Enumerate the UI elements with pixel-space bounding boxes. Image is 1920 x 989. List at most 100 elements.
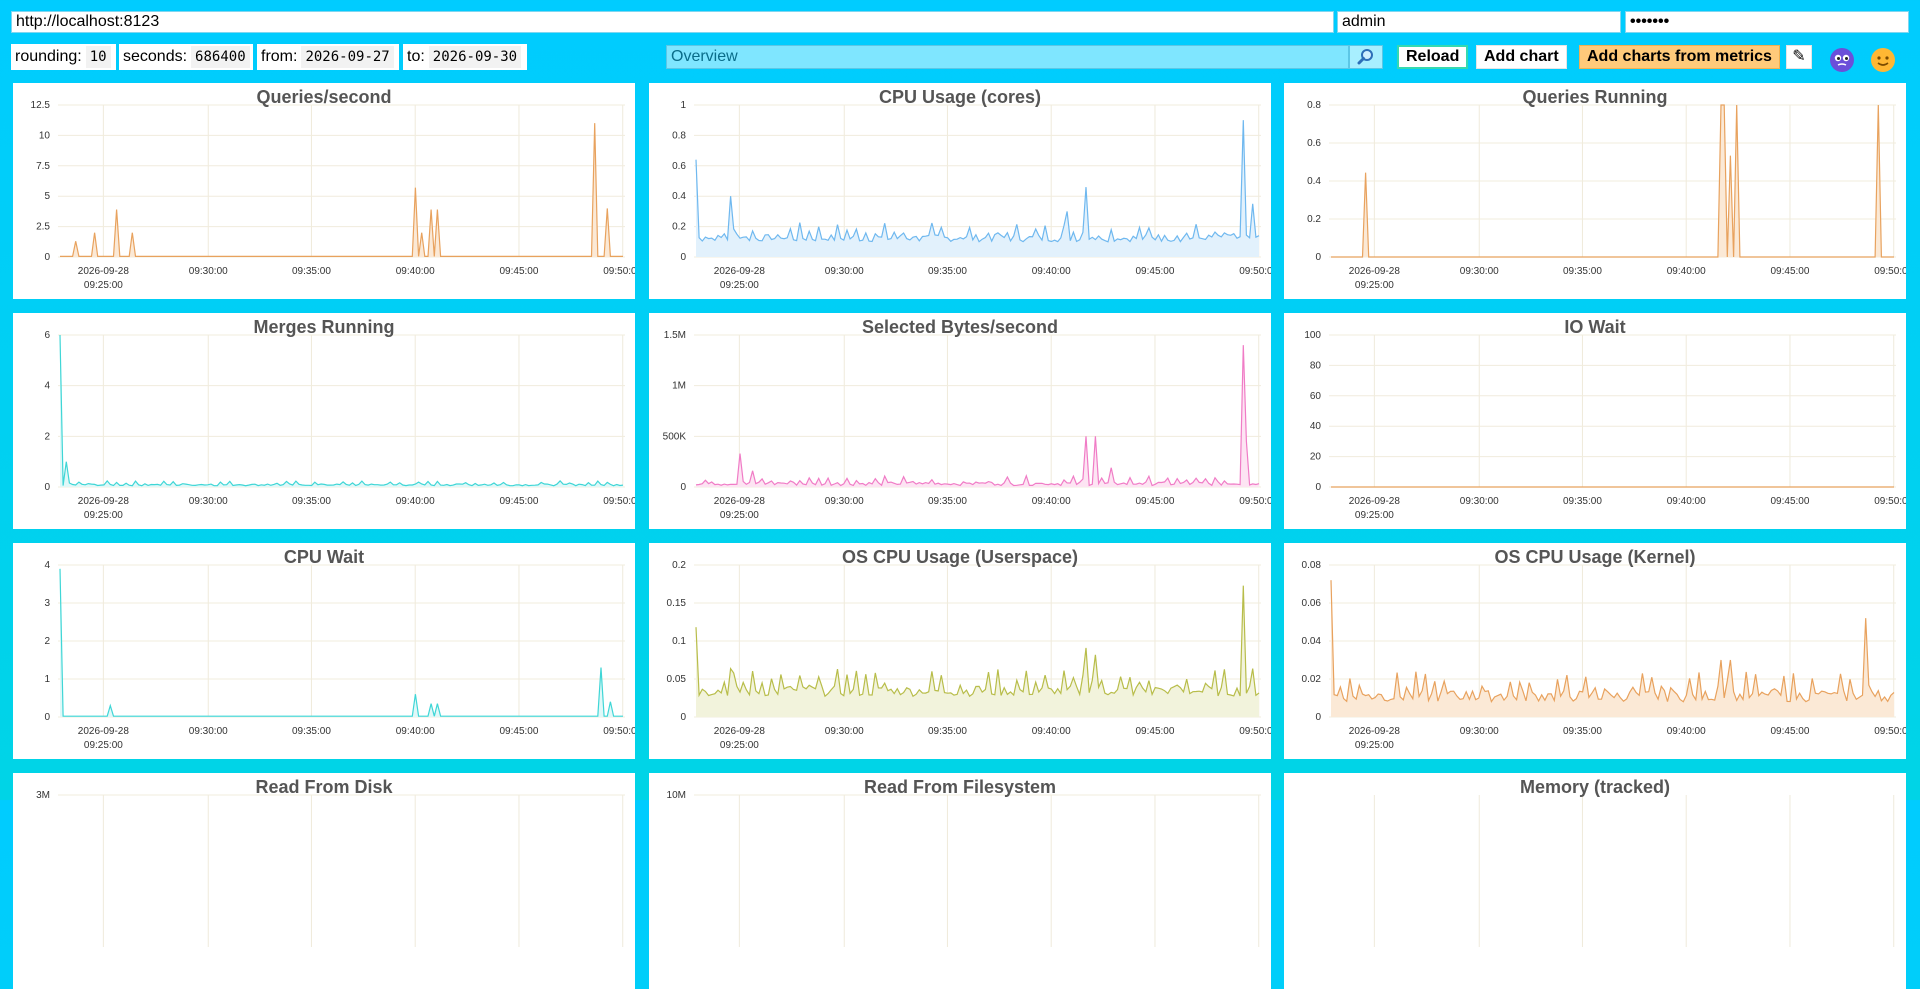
password-input[interactable] xyxy=(1625,11,1909,33)
chart-plot: 0 0.2 0.4 0.6 0.8 2026-09-28 09:25:00 09:30:00 0… xyxy=(1307,100,1906,291)
y-tick-label: 1 xyxy=(44,674,50,685)
x-tick-label: 2026-09-28 xyxy=(1349,266,1401,277)
chart-card[interactable]: 0 2 4 6 2026-09-28 09:25:00 09:30:00 09:35:00 09… xyxy=(13,313,635,529)
x-tick-label: 09:50:00 xyxy=(603,726,635,737)
series-line xyxy=(59,568,623,717)
url-input[interactable] xyxy=(11,11,1334,33)
x-tick-label: 09:35:00 xyxy=(928,726,967,737)
x-tick-label: 09:45:00 xyxy=(500,266,539,277)
x-tick-label: 09:40:00 xyxy=(1667,266,1706,277)
series-area xyxy=(60,123,623,257)
from-param: from: 2026-09-27 xyxy=(257,44,399,70)
y-tick-label: 0 xyxy=(680,712,686,723)
chart-card[interactable]: 3M Read From Disk xyxy=(13,773,635,989)
reload-button[interactable]: Reload xyxy=(1397,45,1469,69)
y-tick-label: 60 xyxy=(1310,391,1322,402)
x-tick-label: 09:50:00 xyxy=(603,496,635,507)
y-tick-label: 0.6 xyxy=(672,161,686,172)
x-tick-label: 09:45:00 xyxy=(500,726,539,737)
y-tick-label: 0.4 xyxy=(672,191,686,202)
chart-card[interactable]: 0 0.05 0.1 0.15 0.2 2026-09-28 09:25:00 09:30:0… xyxy=(649,543,1271,759)
y-tick-label: 0.6 xyxy=(1307,138,1321,149)
y-tick-label: 5 xyxy=(44,191,50,202)
x-tick-label: 09:40:00 xyxy=(1667,726,1706,737)
y-tick-label: 0.04 xyxy=(1302,636,1322,647)
chart-plot: 0 0.2 0.4 0.6 0.8 1 2026-09-28 09:25:00 09:30:00… xyxy=(672,100,1271,291)
series-line xyxy=(1331,104,1894,258)
chart-title: Read From Disk xyxy=(255,777,393,797)
series-area xyxy=(60,568,623,717)
chart-card[interactable]: 0 500K 1M 1.5M 2026-09-28 09:25:00 09:30:00 09:… xyxy=(649,313,1271,529)
x-tick-label: 09:35:00 xyxy=(1563,266,1602,277)
add-chart-button[interactable]: Add chart xyxy=(1476,45,1567,69)
rounding-label: rounding: xyxy=(15,48,82,65)
y-tick-label: 0.2 xyxy=(672,560,686,571)
chart-title: CPU Usage (cores) xyxy=(878,87,1042,107)
y-tick-label: 0 xyxy=(680,482,686,493)
x-tick-label: 09:40:00 xyxy=(396,266,435,277)
chart-title: OS CPU Usage (Userspace) xyxy=(841,547,1079,567)
series-line xyxy=(1330,580,1895,703)
x-tick-label: 09:40:00 xyxy=(1032,496,1071,507)
series-area xyxy=(60,335,623,487)
to-param: to: 2026-09-30 xyxy=(403,44,527,70)
rounding-param: rounding: 10 xyxy=(11,44,116,70)
x-tick-label: 09:40:00 xyxy=(396,496,435,507)
chart-title: Merges Running xyxy=(253,317,395,337)
x-tick-label: 09:45:00 xyxy=(500,496,539,507)
chart-card[interactable]: 0 0.2 0.4 0.6 0.8 1 2026-09-28 09:25:00 09:30:00… xyxy=(649,83,1271,299)
chart-card[interactable]: 0 0.2 0.4 0.6 0.8 2026-09-28 09:25:00 09:30:00 0… xyxy=(1284,83,1906,299)
add-charts-from-metrics-button[interactable]: Add charts from metrics xyxy=(1579,45,1780,69)
chart-plot: 0 0.02 0.04 0.06 0.08 2026-09-28 09:25:00 09:30… xyxy=(1302,560,1906,751)
dark-theme-icon[interactable] xyxy=(1830,48,1854,72)
edit-button[interactable]: ✎ xyxy=(1786,45,1812,69)
to-input[interactable]: 2026-09-30 xyxy=(428,46,522,68)
y-tick-label: 100 xyxy=(1304,330,1321,341)
chart-card[interactable]: Memory (tracked) xyxy=(1284,773,1906,989)
x-tick-label: 09:35:00 xyxy=(1563,496,1602,507)
chart-card[interactable]: 10M Read From Filesystem xyxy=(649,773,1271,989)
x-tick-label: 2026-09-28 xyxy=(1349,496,1401,507)
light-theme-icon[interactable] xyxy=(1871,48,1895,72)
chart-card[interactable]: 0 2.5 5 7.5 10 12.5 2026-09-28 09:25:00 09:30:00… xyxy=(13,83,635,299)
from-input[interactable]: 2026-09-27 xyxy=(301,46,394,68)
y-tick-label: 0 xyxy=(44,712,50,723)
chart-plot: 0 500K 1M 1.5M 2026-09-28 09:25:00 09:30:00 09:… xyxy=(663,330,1271,521)
y-tick-label: 0.15 xyxy=(667,598,687,609)
x-tick-label: 09:30:00 xyxy=(825,266,864,277)
seconds-input[interactable]: 686400 xyxy=(191,46,250,68)
y-tick-label: 0 xyxy=(1315,712,1321,723)
chart-title: CPU Wait xyxy=(283,547,365,567)
y-tick-label: 1M xyxy=(672,381,686,392)
chart-card[interactable]: 0 20 40 60 80 100 2026-09-28 09:25:00 09:30:00 09… xyxy=(1284,313,1906,529)
chart-plot: 10M xyxy=(667,790,1261,947)
y-tick-label: 2 xyxy=(44,636,50,647)
seconds-param: seconds: 686400 xyxy=(119,44,253,70)
chart-title: OS CPU Usage (Kernel) xyxy=(1494,547,1696,567)
y-tick-label: 0 xyxy=(680,252,686,263)
series-line xyxy=(59,334,624,487)
x-tick-label: 09:35:00 xyxy=(292,496,331,507)
y-tick-label: 2 xyxy=(44,431,50,442)
search-input[interactable] xyxy=(666,45,1349,69)
chart-title: Queries Running xyxy=(1522,87,1668,107)
chart-card[interactable]: 0 0.02 0.04 0.06 0.08 2026-09-28 09:25:00 09:30… xyxy=(1284,543,1906,759)
rounding-input[interactable]: 10 xyxy=(85,46,111,68)
y-tick-label: 0.2 xyxy=(672,222,686,233)
user-input[interactable] xyxy=(1337,11,1621,33)
series-line xyxy=(60,123,623,257)
x-tick-label: 09:35:00 xyxy=(928,266,967,277)
x-tick-sublabel: 09:25:00 xyxy=(720,280,759,291)
x-tick-label: 09:35:00 xyxy=(928,496,967,507)
search-button[interactable] xyxy=(1349,45,1383,69)
x-tick-label: 09:30:00 xyxy=(825,726,864,737)
x-tick-sublabel: 09:25:00 xyxy=(1355,510,1394,521)
chart-card[interactable]: 0 1 2 3 4 2026-09-28 09:25:00 09:30:00 09:35:00 0… xyxy=(13,543,635,759)
search-icon xyxy=(1357,49,1373,65)
y-tick-label: 0.02 xyxy=(1302,674,1322,685)
y-tick-label: 0 xyxy=(1315,252,1321,263)
x-tick-label: 09:35:00 xyxy=(1563,726,1602,737)
y-tick-label: 12.5 xyxy=(31,100,51,111)
x-tick-sublabel: 09:25:00 xyxy=(84,280,123,291)
chart-title: Selected Bytes/second xyxy=(861,317,1059,337)
